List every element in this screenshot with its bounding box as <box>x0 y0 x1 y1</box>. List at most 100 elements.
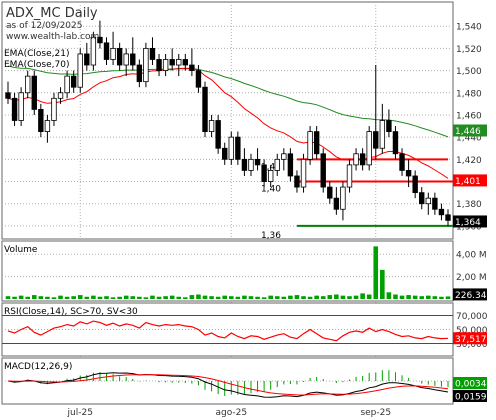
candle <box>222 142 228 165</box>
price-last-tag-bg <box>453 124 487 137</box>
volume-bar <box>255 296 260 299</box>
candle-body <box>116 47 123 66</box>
candle <box>189 48 195 77</box>
site-label: www.wealth-lab.com <box>6 32 99 42</box>
candle-body <box>405 170 412 177</box>
volume-bar <box>130 296 136 299</box>
candle-body <box>353 153 359 166</box>
volume-bar <box>320 296 326 299</box>
candle-body <box>248 158 254 171</box>
macd-line <box>7 372 449 398</box>
candle-body <box>11 97 18 121</box>
volume-bar <box>412 295 418 299</box>
volume-bar <box>432 296 438 299</box>
candle-body <box>97 36 103 44</box>
candle <box>327 181 333 204</box>
rsi-tick-label: 30,000 <box>456 340 488 350</box>
candle <box>267 164 274 188</box>
candle <box>287 148 294 182</box>
candle <box>195 65 202 93</box>
candle-body <box>195 70 202 88</box>
volume-panel-frame <box>1 240 454 302</box>
candle <box>162 53 169 77</box>
price-tick-label: 1,500 <box>456 67 482 77</box>
volume-bar <box>143 297 149 299</box>
volume-bar <box>18 295 24 299</box>
price-tick-label: 1,460 <box>456 111 482 121</box>
candle-body <box>31 75 37 110</box>
macd-panel: 0,0034 0,0159 MACD(12,26,9) <box>1 357 487 405</box>
candle-body <box>287 153 294 177</box>
volume-bar <box>176 296 182 299</box>
candle-body <box>366 131 372 166</box>
candle <box>373 65 379 160</box>
volume-title: Volume <box>4 245 38 255</box>
volume-bar <box>137 296 142 299</box>
candle-body <box>110 47 116 60</box>
macd-axis: 0,0034 0,0159 <box>453 377 487 403</box>
candle <box>248 153 254 176</box>
candle <box>353 148 359 171</box>
volume-bar <box>307 296 313 299</box>
x-tick-label: sep-25 <box>360 408 391 418</box>
candle <box>149 37 156 66</box>
candle <box>274 153 280 176</box>
candle-body <box>327 186 333 199</box>
ema-long-label: EMA(Close,70) <box>4 60 69 70</box>
candle <box>405 159 412 188</box>
candle-body <box>18 92 24 121</box>
volume-bar <box>202 295 208 299</box>
candle <box>346 159 353 193</box>
volume-bar <box>84 296 90 299</box>
price-last-tag: 1,401 <box>453 174 487 187</box>
candle-body <box>261 164 267 182</box>
volume-bar <box>393 294 398 299</box>
price-last-tag: 1,364 <box>453 215 487 228</box>
candle <box>169 48 175 71</box>
volume-bar <box>360 293 365 299</box>
price-last-tag: 1,446 <box>453 124 487 137</box>
candle <box>432 192 438 215</box>
candle-body <box>386 120 392 132</box>
candle <box>241 148 248 176</box>
candle <box>130 37 136 71</box>
volume-bar <box>327 295 333 299</box>
volume-bar <box>104 296 109 299</box>
rsi-last-tag-text: 37,517 <box>455 335 487 345</box>
candle <box>359 148 366 171</box>
volume-bar <box>301 296 306 299</box>
candle-body <box>281 153 287 160</box>
volume-bar <box>274 296 280 299</box>
candle-body <box>162 59 169 71</box>
candle <box>235 131 241 165</box>
price-last-tag-bg <box>453 174 487 187</box>
volume-bar <box>117 296 122 299</box>
ema-short-line <box>7 67 449 179</box>
volume-bar <box>12 296 17 299</box>
x-tick-label: ago-25 <box>215 408 247 418</box>
candle <box>419 187 425 210</box>
x-tick-label: jul-25 <box>67 408 93 418</box>
candle-body <box>392 131 399 155</box>
candle <box>340 181 346 221</box>
price-tick-label: 1,520 <box>456 45 482 55</box>
candle-body <box>103 42 110 60</box>
candle <box>18 87 24 127</box>
candle-body <box>340 186 346 210</box>
volume-bar <box>235 296 241 299</box>
candle <box>445 209 451 226</box>
candle <box>31 70 37 115</box>
volume-bar <box>156 296 162 299</box>
candle-body <box>208 120 215 132</box>
candle-body <box>38 109 44 132</box>
price-last-tag-text: 1,364 <box>455 218 481 228</box>
volume-bar <box>334 294 339 299</box>
candle <box>11 92 18 127</box>
candle-body <box>313 131 320 155</box>
candle-body <box>84 53 90 66</box>
candle <box>182 53 189 71</box>
candle <box>51 92 57 127</box>
candle-body <box>156 59 162 71</box>
candle-body <box>346 164 353 188</box>
